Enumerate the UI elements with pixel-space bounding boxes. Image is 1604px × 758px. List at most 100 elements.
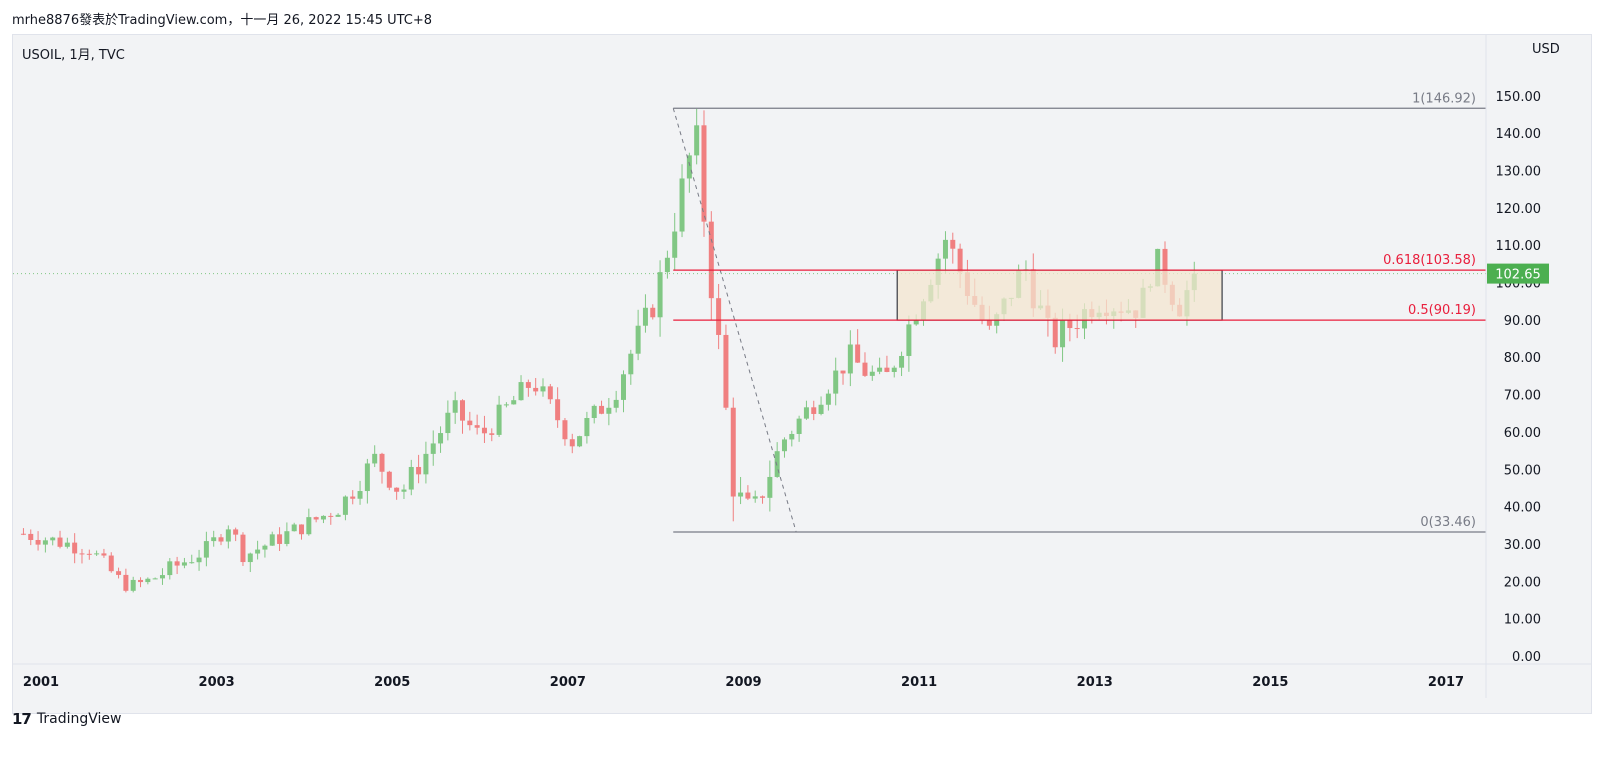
fib-level-label: 0.618(103.58)	[1383, 253, 1476, 268]
candle-body	[138, 579, 144, 583]
candle-body	[167, 561, 173, 576]
candle-body	[825, 393, 831, 405]
candle-body	[620, 374, 626, 400]
candle-body	[533, 387, 539, 392]
candle-body	[657, 272, 663, 318]
candle-body	[342, 496, 348, 515]
candle-body	[284, 531, 290, 544]
candle-body	[796, 418, 802, 434]
candle-body	[708, 221, 714, 299]
x-tick-label: 2007	[550, 675, 586, 690]
publish-info: mrhe8876發表於TradingView.com，十一月 26, 2022 …	[12, 13, 433, 28]
candle-body	[942, 239, 948, 259]
candle-body	[159, 575, 165, 579]
candle-body	[774, 451, 780, 477]
candle-body	[452, 400, 458, 413]
y-tick-label: 30.00	[1504, 538, 1541, 553]
candle-body	[313, 517, 319, 520]
fib-level-label: 0.5(90.19)	[1408, 303, 1476, 318]
candle-body	[906, 324, 912, 356]
candle-body	[760, 496, 766, 498]
candle-body	[650, 307, 656, 318]
y-tick-label: 10.00	[1504, 613, 1541, 628]
candle-body	[745, 492, 751, 499]
candle-body	[130, 579, 136, 591]
candle-body	[869, 371, 875, 376]
candle-body	[716, 298, 722, 335]
candle-body	[50, 537, 56, 541]
candle-body	[57, 537, 63, 547]
candle-body	[599, 405, 605, 414]
tradingview-logo[interactable]: 17 TradingView	[12, 710, 121, 728]
x-tick-label: 2013	[1077, 675, 1113, 690]
candle-body	[320, 515, 326, 520]
y-tick-label: 80.00	[1504, 351, 1541, 366]
candle-body	[430, 443, 436, 454]
y-tick-label: 120.00	[1496, 202, 1542, 217]
candle-body	[986, 319, 992, 326]
candle-body	[818, 404, 824, 414]
candle-body	[225, 529, 231, 542]
x-tick-label: 2009	[725, 675, 761, 690]
candle-body	[86, 553, 92, 555]
candle-body	[203, 541, 209, 558]
x-tick-label: 2005	[374, 675, 410, 690]
candle-body	[496, 404, 502, 435]
candle-body	[613, 399, 619, 408]
fib-trend-line	[672, 108, 797, 533]
y-tick-label: 20.00	[1504, 575, 1541, 590]
candle-body	[35, 539, 41, 545]
candle-body	[606, 407, 612, 414]
candle-body	[181, 562, 187, 566]
candle-body	[1060, 320, 1066, 348]
candle-body	[577, 436, 583, 447]
candle-body	[401, 489, 407, 492]
candle-body	[174, 561, 180, 566]
x-tick-label: 2017	[1428, 675, 1464, 690]
candle-body	[884, 367, 890, 372]
candle-body	[372, 453, 378, 464]
candle-body	[562, 420, 568, 440]
last-price-badge-label: 102.65	[1495, 268, 1541, 283]
candle-body	[423, 453, 429, 475]
candle-body	[752, 496, 758, 499]
candle-body	[233, 529, 239, 535]
candle-body	[481, 427, 487, 434]
candle-body	[306, 517, 312, 535]
x-tick-label: 2011	[901, 675, 937, 690]
currency-label: USD	[1532, 42, 1560, 57]
candle-body	[767, 476, 773, 498]
x-tick-label: 2001	[23, 675, 59, 690]
candle-body	[723, 334, 729, 408]
y-tick-label: 90.00	[1504, 314, 1541, 329]
candle-body	[957, 248, 963, 273]
candle-body	[357, 491, 363, 499]
candle-body	[20, 533, 26, 535]
tradingview-brand-text: TradingView	[36, 711, 122, 727]
candle-body	[189, 562, 195, 564]
candle-body	[416, 466, 422, 475]
candle-body	[240, 534, 246, 563]
fib-level-label: 1(146.92)	[1412, 91, 1476, 106]
candle-body	[811, 407, 817, 414]
y-tick-label: 70.00	[1504, 389, 1541, 404]
y-tick-label: 130.00	[1496, 164, 1542, 179]
candle-body	[218, 537, 224, 542]
candle-body	[518, 382, 524, 401]
candle-body	[1155, 248, 1161, 287]
y-tick-label: 140.00	[1496, 127, 1542, 142]
candle-body	[123, 574, 129, 591]
candle-body	[291, 524, 297, 532]
candle-body	[950, 239, 956, 249]
candle-body	[116, 571, 122, 575]
candle-body	[394, 487, 400, 492]
symbol-label: USOIL, 1月, TVC	[22, 48, 125, 63]
tradingview-logo-icon: 17	[12, 710, 32, 728]
chart-area[interactable]	[12, 34, 1592, 714]
candle-body	[664, 257, 670, 273]
y-tick-label: 40.00	[1504, 501, 1541, 516]
x-tick-label: 2015	[1252, 675, 1288, 690]
candle-body	[694, 125, 700, 156]
candle-body	[701, 125, 707, 222]
